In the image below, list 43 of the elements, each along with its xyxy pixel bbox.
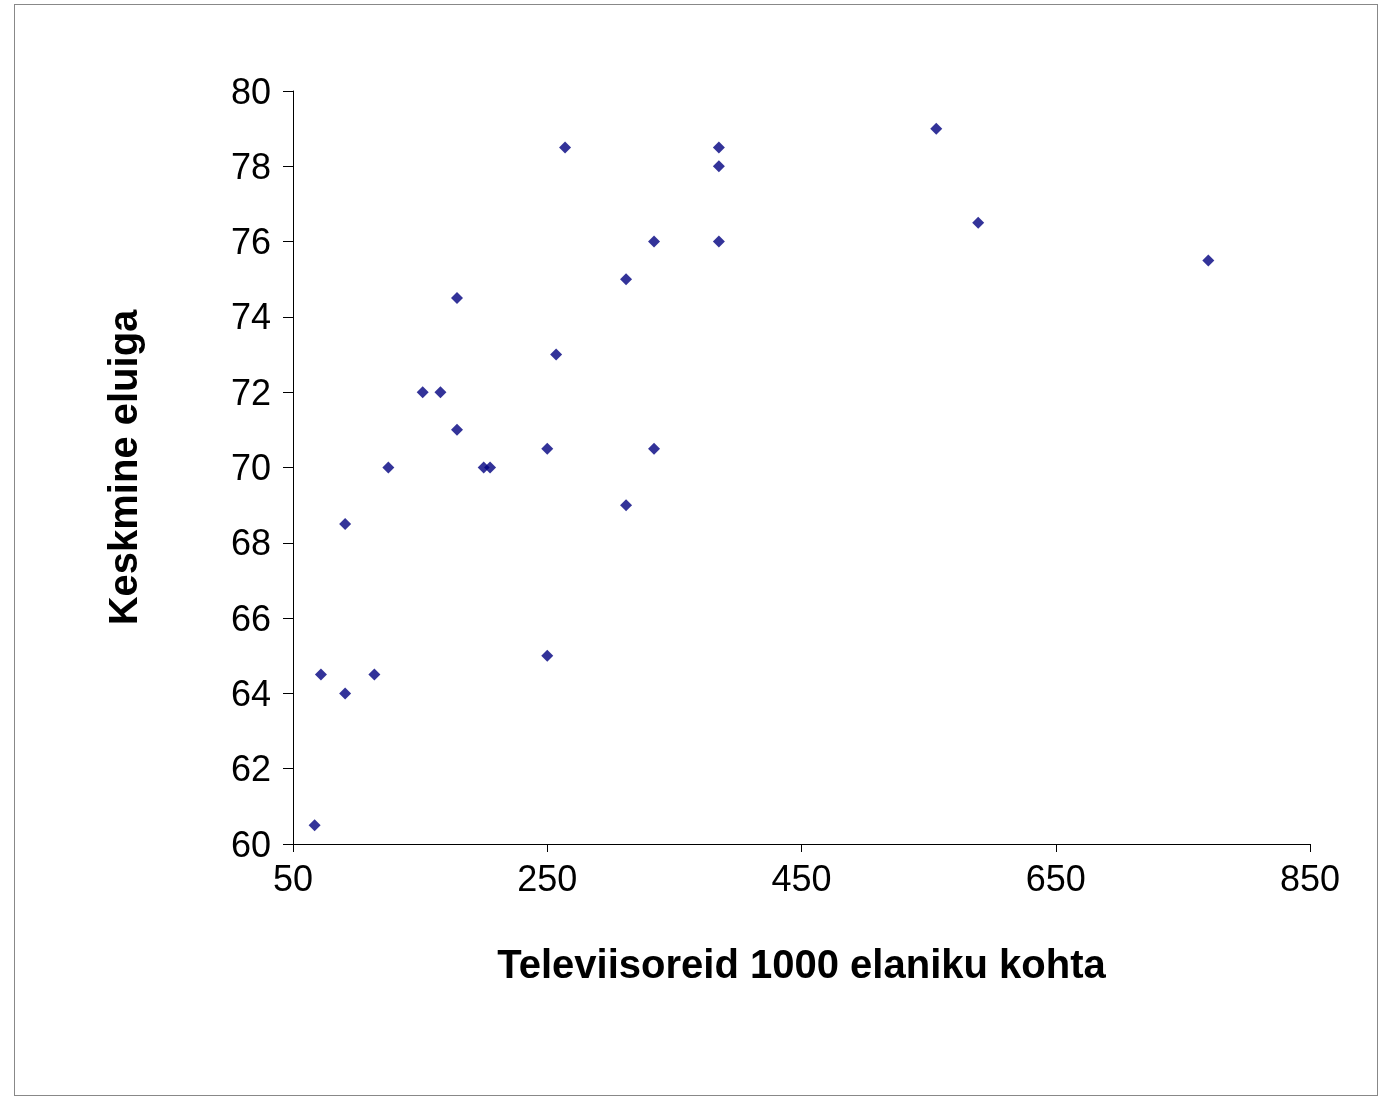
y-axis-title: Keskmine eluiga	[101, 308, 145, 626]
point	[382, 461, 395, 474]
point	[620, 499, 633, 512]
y-tick-label: 62	[230, 748, 271, 790]
y-tick-label: 76	[230, 221, 271, 263]
y-tick-label: 64	[230, 672, 271, 714]
point	[484, 461, 497, 474]
point	[434, 386, 447, 399]
point	[416, 386, 429, 399]
point	[550, 348, 563, 361]
x-axis-title: Televiisoreid 1000 elaniku kohta	[497, 942, 1107, 986]
y-tick-label: 74	[230, 296, 271, 338]
point	[1202, 254, 1215, 267]
x-tick-label: 450	[771, 857, 832, 899]
y-tick-label: 80	[230, 70, 271, 112]
point	[450, 423, 463, 436]
point	[712, 160, 725, 173]
y-tick-label: 78	[230, 145, 271, 187]
point	[712, 235, 725, 248]
x-tick-label: 250	[517, 857, 578, 899]
y-tick-label: 72	[230, 371, 271, 413]
point	[712, 141, 725, 154]
point	[648, 442, 661, 455]
x-tick-label: 650	[1025, 857, 1086, 899]
point	[930, 122, 943, 135]
x-tick-label: 50	[272, 857, 314, 899]
point	[620, 273, 633, 286]
point	[339, 517, 352, 530]
point	[308, 819, 321, 832]
point	[339, 687, 352, 700]
y-tick-label: 66	[230, 597, 271, 639]
point	[314, 668, 327, 681]
y-tick-label: 60	[230, 823, 271, 865]
point	[368, 668, 381, 681]
point	[559, 141, 572, 154]
x-tick-label: 850	[1279, 857, 1341, 899]
point	[450, 292, 463, 305]
point	[541, 649, 554, 662]
y-tick-label: 70	[230, 447, 271, 488]
point	[972, 216, 985, 229]
point	[541, 442, 554, 455]
y-tick-label: 68	[230, 522, 271, 564]
point	[648, 235, 661, 248]
